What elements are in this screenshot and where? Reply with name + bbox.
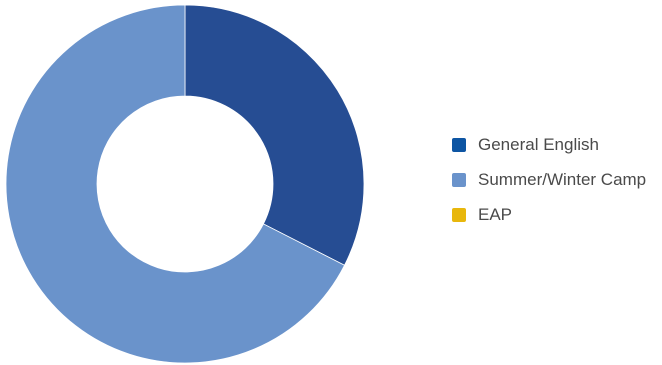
legend-label-summer-winter-camp: Summer/Winter Camp: [478, 169, 647, 189]
donut-chart: [5, 4, 365, 364]
legend-swatch-general-english: [452, 137, 466, 152]
legend-label-eap: EAP: [478, 204, 513, 224]
legend-item-general-english[interactable]: General English: [452, 133, 646, 156]
legend-swatch-eap: [452, 207, 466, 222]
legend-swatch-summer-winter-camp: [452, 172, 466, 187]
legend: General English Summer/Winter Camp EAP: [452, 133, 646, 238]
legend-label-general-english: General English: [478, 134, 599, 154]
slice-general-english: [184, 4, 365, 266]
slice-summer-winter-camp: [5, 4, 346, 364]
legend-item-eap[interactable]: EAP: [452, 203, 646, 226]
legend-item-summer-winter-camp[interactable]: Summer/Winter Camp: [452, 168, 646, 191]
